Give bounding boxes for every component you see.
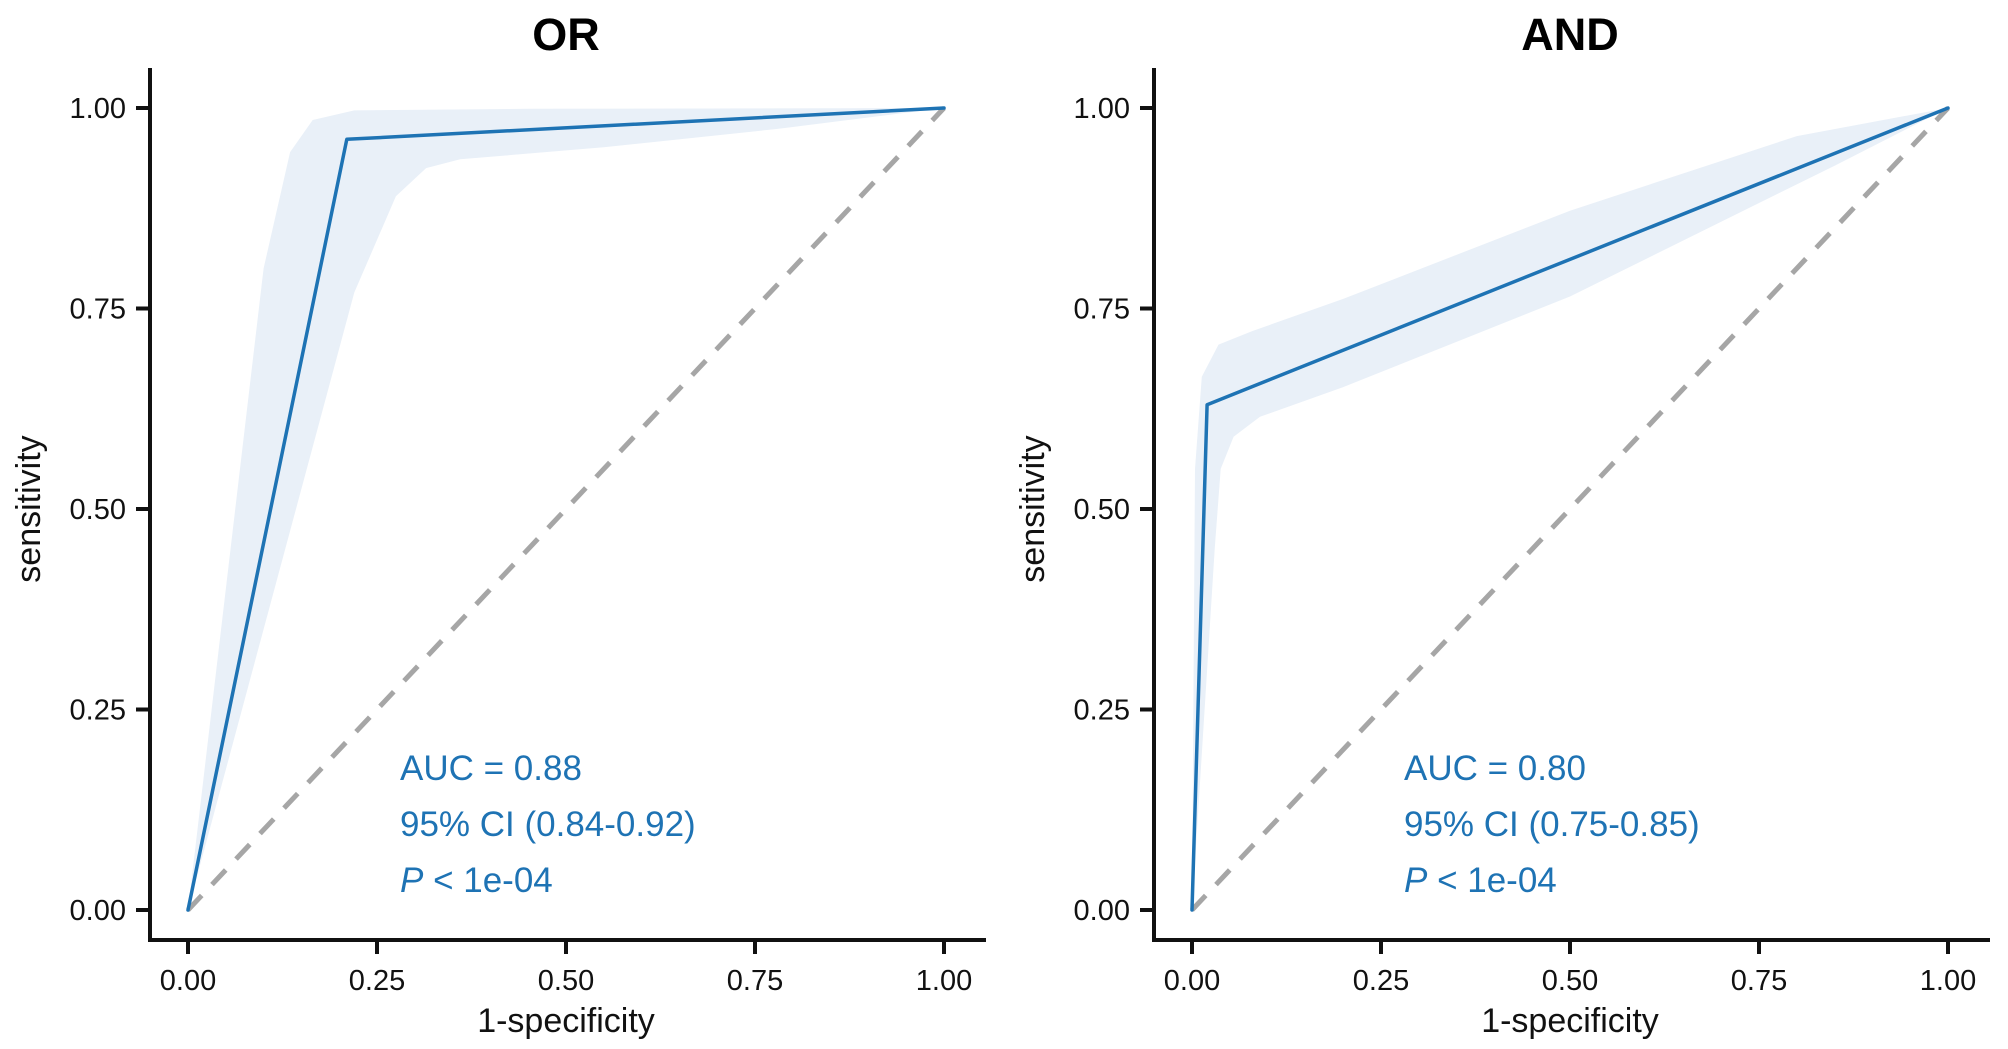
y-tick-label: 0.25 <box>70 695 126 727</box>
x-axis-title: 1-specificity <box>477 1002 655 1040</box>
x-axis-ticks: 0.00 0.25 0.50 0.75 1.00 <box>160 940 972 997</box>
chart-title-or: OR <box>532 9 600 60</box>
x-axis-ticks: 0.00 0.25 0.50 0.75 1.00 <box>1164 940 1976 997</box>
x-tick-label: 0.25 <box>349 965 405 997</box>
auc-value-text: AUC = 0.80 <box>1404 749 1586 788</box>
confidence-band <box>1192 108 1948 910</box>
x-tick-label: 1.00 <box>1920 965 1976 997</box>
y-tick-label: 0.50 <box>70 494 126 526</box>
roc-panel-and: AND 0.00 0.25 0.50 0.75 1.00 0.00 0.25 0.50 0.7… <box>1004 0 2008 1049</box>
y-tick-label: 1.00 <box>1074 93 1130 125</box>
y-axis-title: sensitivity <box>1014 435 1052 582</box>
y-axis-title: sensitivity <box>10 435 48 582</box>
y-axis-ticks: 0.00 0.25 0.50 0.75 1.00 <box>1074 93 1154 927</box>
auc-annotation: AUC = 0.88 95% CI (0.84-0.92) P < 1e-04 <box>400 749 696 900</box>
x-tick-label: 0.50 <box>1542 965 1598 997</box>
y-tick-label: 1.00 <box>70 93 126 125</box>
y-tick-label: 0.25 <box>1074 695 1130 727</box>
y-tick-label: 0.75 <box>70 294 126 326</box>
p-value-text: P < 1e-04 <box>400 861 553 900</box>
y-axis-ticks: 0.00 0.25 0.50 0.75 1.00 <box>70 93 150 927</box>
reference-diagonal <box>1190 106 1950 912</box>
x-tick-label: 0.25 <box>1353 965 1409 997</box>
y-tick-label: 0.75 <box>1074 294 1130 326</box>
x-tick-label: 0.50 <box>538 965 594 997</box>
x-tick-label: 0.75 <box>727 965 783 997</box>
reference-diagonal <box>186 106 946 912</box>
x-tick-label: 0.75 <box>1731 965 1787 997</box>
auc-annotation: AUC = 0.80 95% CI (0.75-0.85) P < 1e-04 <box>1404 749 1700 900</box>
ci-value-text: 95% CI (0.84-0.92) <box>400 805 696 844</box>
roc-curve <box>1190 106 1950 912</box>
p-value-text: P < 1e-04 <box>1404 861 1557 900</box>
roc-panel-or: OR 0.00 0.25 0.50 0.75 1.00 0.00 0.25 0.50 0.75… <box>10 9 986 1040</box>
y-tick-label: 0.00 <box>1074 895 1130 927</box>
ci-value-text: 95% CI (0.75-0.85) <box>1404 805 1700 844</box>
x-tick-label: 1.00 <box>916 965 972 997</box>
roc-curve <box>186 106 946 912</box>
x-tick-label: 0.00 <box>1164 965 1220 997</box>
y-tick-label: 0.00 <box>70 895 126 927</box>
x-axis-title: 1-specificity <box>1481 1002 1659 1040</box>
chart-title-and: AND <box>1521 9 1619 60</box>
auc-value-text: AUC = 0.88 <box>400 749 582 788</box>
confidence-band <box>188 108 944 910</box>
y-tick-label: 0.50 <box>1074 494 1130 526</box>
x-tick-label: 0.00 <box>160 965 216 997</box>
